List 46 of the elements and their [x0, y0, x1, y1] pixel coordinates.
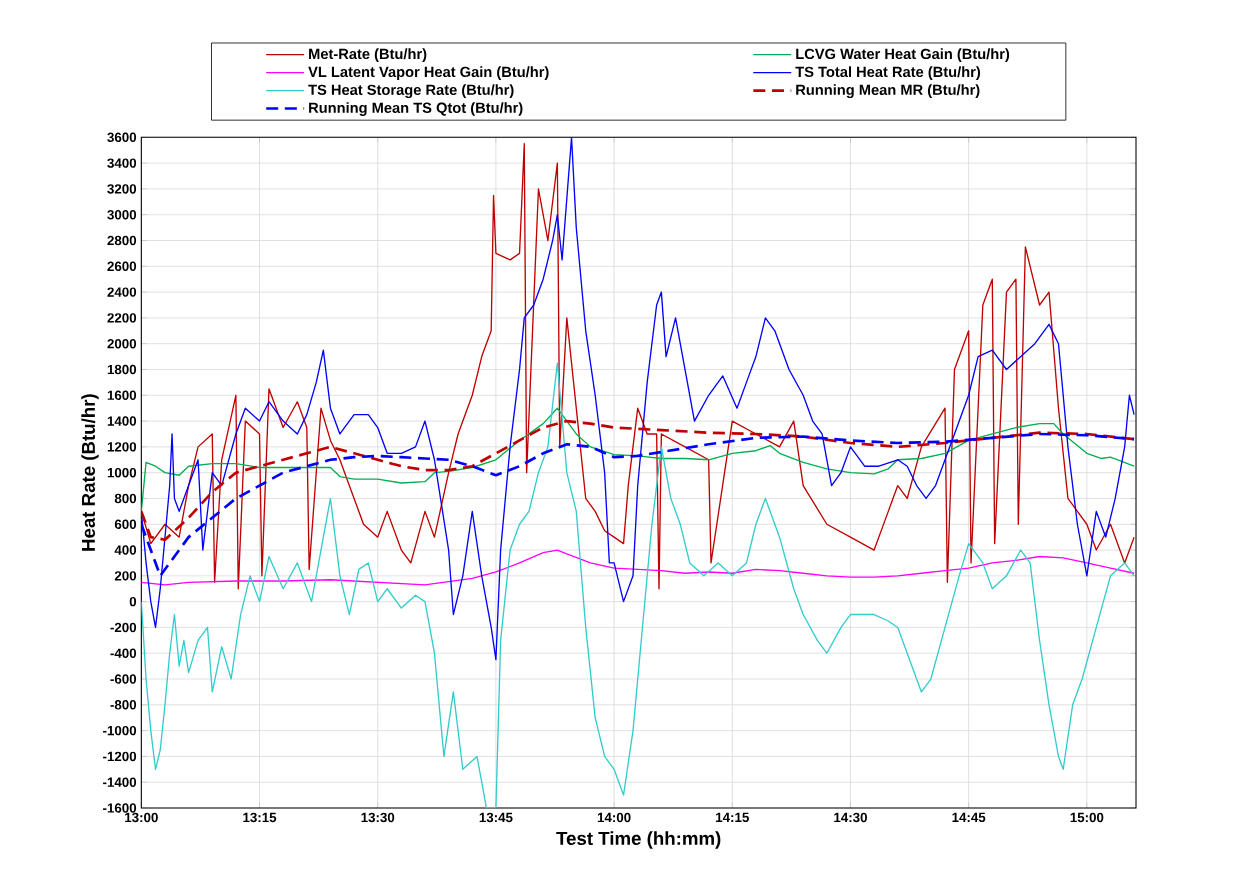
legend-label: TS Heat Storage Rate (Btu/hr): [308, 84, 514, 98]
y-tick-label: 1800: [107, 364, 137, 375]
y-tick-label: 1400: [107, 416, 137, 426]
y-tick-label: 200: [114, 571, 137, 581]
y-tick-label: 600: [114, 519, 137, 529]
y-tick-label: 3000: [107, 209, 137, 220]
x-tick-label: 14:45: [952, 812, 986, 823]
y-tick-label: -1400: [103, 777, 137, 787]
x-axis-title: Test Time (hh:mm): [556, 831, 721, 849]
x-tick-label: 13:15: [243, 812, 277, 823]
line-series: [141, 362, 1135, 808]
legend-label: Met-Rate (Btu/hr): [309, 48, 427, 62]
y-tick-label: 2200: [107, 313, 137, 323]
x-tick-label: 14:30: [834, 812, 867, 823]
x-tick-label: 14:00: [597, 812, 631, 823]
y-tick-label: 400: [114, 545, 137, 555]
y-tick-label: 3200: [107, 184, 137, 194]
legend-label: Running Mean TS Qtot (Btu/hr): [309, 102, 523, 116]
legend-label: LCVG Water Heat Gain (Btu/hr): [796, 48, 1010, 62]
y-tick-label: 3600: [107, 132, 137, 143]
x-tick-label: 15:00: [1070, 812, 1104, 823]
legend-label: VL Latent Vapor Heat Gain (Btu/hr): [308, 66, 549, 80]
y-tick-label: -1000: [103, 725, 137, 736]
y-tick-label: 2400: [107, 287, 137, 297]
x-tick-label: 14:15: [716, 812, 749, 823]
x-tick-label: 13:45: [479, 812, 513, 823]
y-axis-title: Heat Rate (Btu/hr): [81, 394, 99, 551]
y-tick-label: 2600: [107, 261, 137, 272]
y-tick-label: -600: [110, 674, 137, 684]
legend-label: Running Mean MR (Btu/hr): [796, 84, 980, 98]
y-tick-label: 2800: [107, 235, 137, 246]
legend-label: TS Total Heat Rate (Btu/hr): [795, 66, 981, 80]
y-tick-label: -200: [110, 622, 137, 633]
y-tick-label: 800: [114, 493, 137, 504]
y-tick-label: 0: [129, 596, 137, 607]
y-tick-label: -1600: [103, 803, 137, 813]
y-tick-label: 1200: [107, 442, 137, 452]
y-tick-label: 3400: [107, 158, 137, 168]
y-tick-label: -400: [110, 648, 137, 658]
x-tick-label: 13:00: [125, 812, 158, 823]
y-tick-label: 1000: [107, 467, 137, 478]
y-tick-label: -800: [110, 700, 137, 710]
x-tick-label: 13:30: [361, 812, 395, 823]
y-tick-label: 1600: [107, 390, 137, 400]
y-tick-label: -1200: [103, 751, 137, 762]
y-tick-label: 2000: [107, 338, 137, 349]
